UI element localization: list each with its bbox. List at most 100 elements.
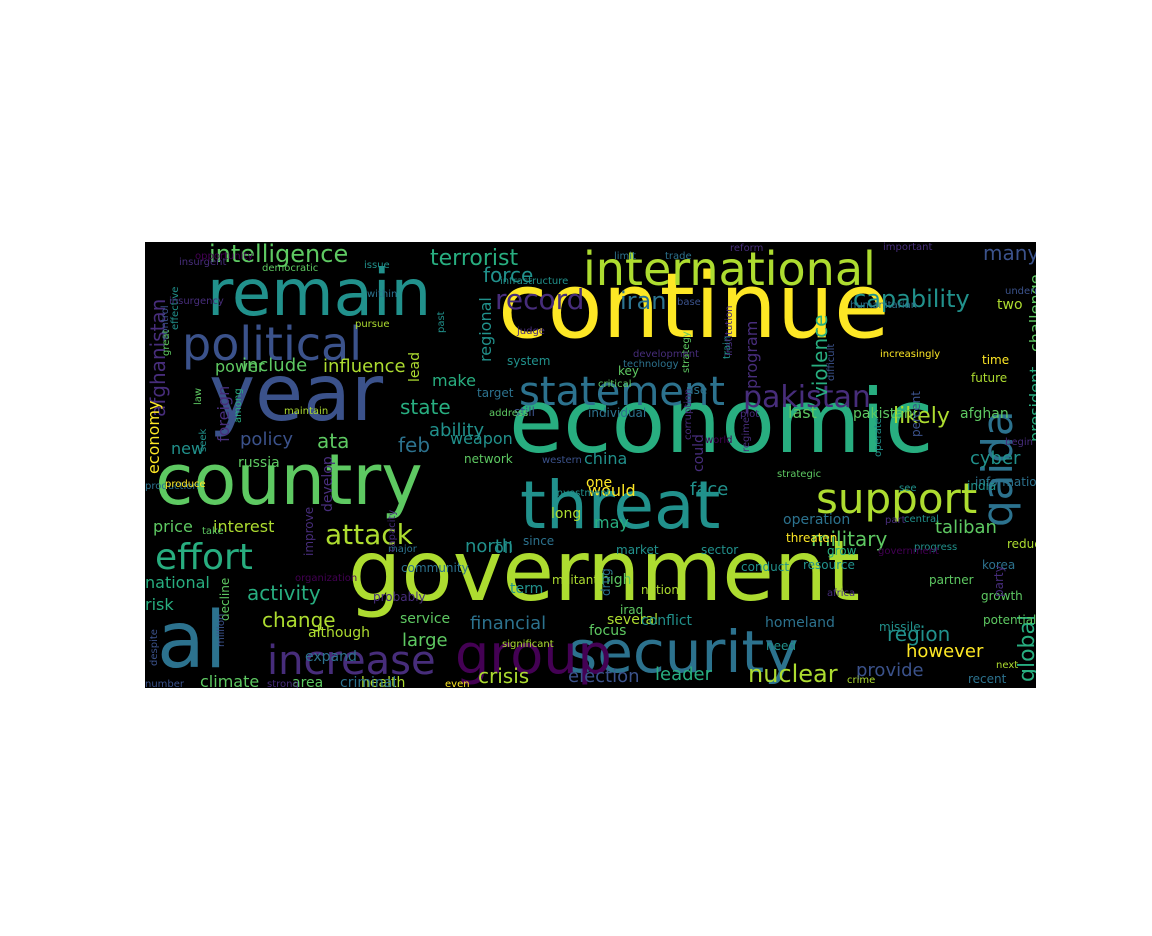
word-growth: growth bbox=[981, 589, 1023, 603]
word-begin: begin bbox=[1005, 437, 1033, 448]
word-change: change bbox=[262, 608, 336, 632]
word-technology: technology bbox=[623, 359, 679, 370]
word-law: law bbox=[193, 388, 204, 405]
word-regime: regime bbox=[741, 417, 752, 452]
word-statement: statement bbox=[519, 369, 725, 415]
word-address: address bbox=[489, 408, 528, 419]
word-strategic: strategic bbox=[777, 469, 821, 480]
word-great: great bbox=[161, 329, 172, 356]
word-strategy: strategy bbox=[681, 331, 692, 373]
word-feb: feb bbox=[398, 433, 430, 457]
word-year: year bbox=[209, 349, 384, 439]
word-power: power bbox=[215, 357, 265, 376]
word-insurgency: insurgency bbox=[169, 296, 224, 307]
word-party: party bbox=[992, 565, 1006, 597]
word-reduce: reduce bbox=[1007, 537, 1036, 551]
word-development: development bbox=[633, 349, 699, 360]
word-program: program bbox=[742, 321, 761, 389]
word-train: train bbox=[722, 336, 733, 359]
word-pursue: pursue bbox=[355, 319, 390, 330]
word-lead: lead bbox=[407, 352, 423, 382]
word-investment: investment bbox=[554, 488, 611, 499]
word-service: service bbox=[400, 611, 450, 627]
word-target: target bbox=[477, 386, 514, 400]
word-part: part bbox=[885, 515, 906, 526]
word-need: need bbox=[766, 639, 796, 653]
word-government: government bbox=[878, 546, 939, 557]
word-probably: probably bbox=[373, 590, 426, 604]
word-plot: plot bbox=[740, 409, 759, 420]
word-organization: organization bbox=[295, 573, 357, 584]
word-one: one bbox=[586, 475, 612, 491]
word-time: time bbox=[982, 353, 1009, 367]
word-climate: climate bbox=[200, 672, 259, 688]
word-regional: regional bbox=[476, 297, 495, 362]
word-crisis: crisis bbox=[478, 664, 529, 688]
word-even: even bbox=[445, 679, 470, 688]
word-high: high bbox=[601, 572, 632, 588]
word-al: al bbox=[157, 596, 226, 686]
word-strong: strong bbox=[267, 679, 299, 688]
word-influence: influence bbox=[323, 356, 406, 377]
word-number: number bbox=[145, 679, 185, 688]
word-qaida: qaida bbox=[973, 411, 1022, 527]
word-health: health bbox=[361, 675, 405, 688]
word-afghanistan: afghanistan bbox=[146, 299, 170, 417]
word-russia: russia bbox=[238, 455, 280, 471]
word-grow: grow bbox=[827, 544, 857, 558]
word-terrorist: terrorist bbox=[430, 246, 518, 271]
word-challenge: challenge bbox=[1026, 274, 1036, 352]
word-military: military bbox=[811, 527, 887, 551]
word-iran: iran bbox=[620, 287, 666, 315]
word-weapon: weapon bbox=[450, 429, 513, 448]
word-recent: recent bbox=[968, 672, 1007, 686]
word-intelligence: intelligence bbox=[209, 242, 348, 268]
word-country: country bbox=[155, 439, 423, 521]
word-community: community bbox=[401, 561, 469, 575]
word-opportunity: opportunity bbox=[195, 251, 253, 262]
word-afghan: afghan bbox=[960, 406, 1009, 422]
word-trade: trade bbox=[665, 251, 692, 262]
word-potential: potential bbox=[983, 613, 1036, 627]
word-state: state bbox=[400, 395, 451, 419]
word-despite: despite bbox=[149, 629, 160, 666]
word-maintain: maintain bbox=[284, 406, 328, 417]
word-term: term bbox=[510, 581, 543, 597]
word-million: million bbox=[216, 614, 227, 647]
word-control: control bbox=[160, 305, 171, 340]
word-leader: leader bbox=[655, 664, 713, 685]
word-use: use bbox=[686, 383, 707, 397]
word-large: large bbox=[402, 630, 448, 651]
word-effort: effort bbox=[155, 537, 253, 578]
word-nuclear: nuclear bbox=[748, 660, 838, 688]
word-important: important bbox=[883, 242, 932, 253]
word-critical: critical bbox=[598, 379, 632, 390]
word-within: within bbox=[367, 289, 397, 300]
word-crime: crime bbox=[847, 675, 875, 686]
word-increasingly: increasingly bbox=[880, 349, 940, 360]
word-humanitarian: humanitarian bbox=[850, 300, 917, 311]
word-cloud-panel: continue economic government year country rem… bbox=[145, 242, 1036, 688]
word-price: price bbox=[153, 517, 193, 536]
word-past: past bbox=[436, 311, 447, 333]
word-economic: economic bbox=[509, 370, 934, 473]
word-long: long bbox=[551, 506, 581, 522]
word-corruption: corruption bbox=[683, 388, 694, 440]
word-system: system bbox=[507, 354, 550, 368]
word-korea: korea bbox=[982, 558, 1015, 572]
word-production: production bbox=[145, 481, 199, 492]
word-financial: financial bbox=[470, 613, 546, 634]
word-international: international bbox=[583, 242, 876, 296]
word-remain: remain bbox=[207, 257, 431, 331]
word-limit: limit bbox=[614, 251, 636, 262]
word-progress: progress bbox=[914, 542, 957, 553]
word-threaten: threaten bbox=[786, 531, 837, 545]
word-nation: nation bbox=[641, 583, 679, 597]
word-seek: seek bbox=[198, 428, 209, 452]
word-militant: militant bbox=[552, 573, 598, 587]
word-capability: capability bbox=[853, 285, 970, 313]
word-improve: improve bbox=[302, 507, 316, 556]
word-conflict: conflict bbox=[641, 613, 693, 629]
word-security: security bbox=[567, 618, 799, 686]
word-likely: likely bbox=[893, 404, 950, 429]
